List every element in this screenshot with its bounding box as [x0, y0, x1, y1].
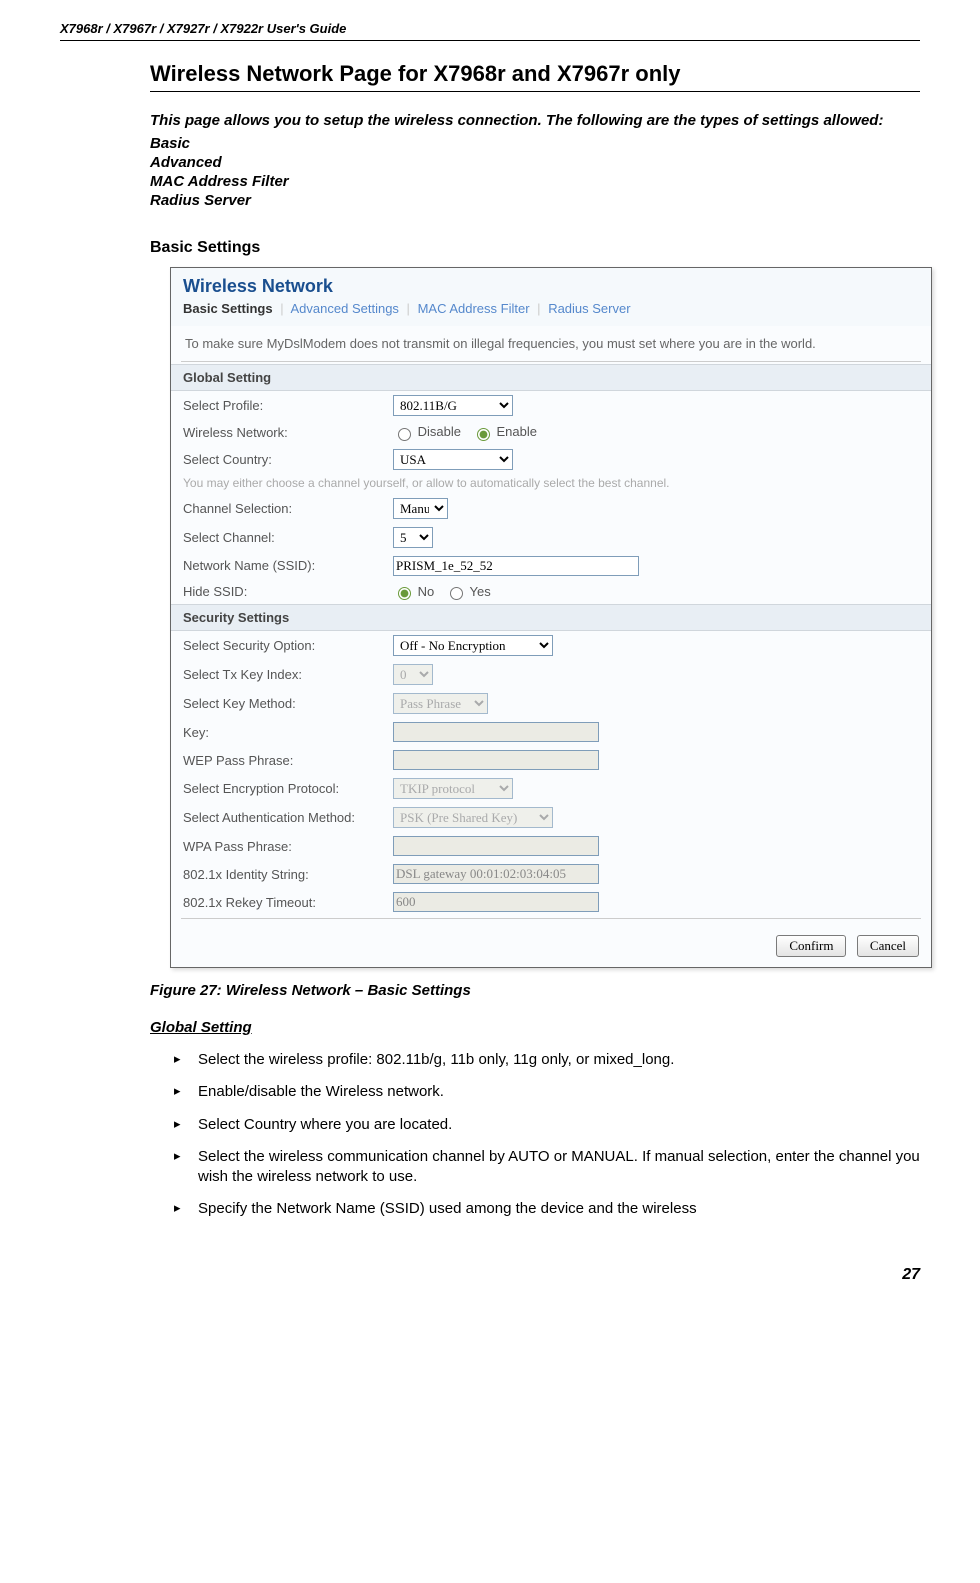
label-wpa: WPA Pass Phrase:: [183, 839, 393, 854]
bullet-list: Select the wireless profile: 802.11b/g, …: [170, 1044, 920, 1226]
row-key: Key:: [171, 718, 931, 746]
row-wireless: Wireless Network: Disable Enable: [171, 420, 931, 445]
cancel-button[interactable]: Cancel: [857, 935, 919, 957]
basic-settings-heading: Basic Settings: [150, 239, 920, 257]
setting-type-basic: Basic: [150, 135, 920, 152]
row-wep: WEP Pass Phrase:: [171, 746, 931, 774]
label-profile: Select Profile:: [183, 398, 393, 413]
label-ssid: Network Name (SSID):: [183, 558, 393, 573]
radio-hide-no[interactable]: [398, 587, 411, 600]
row-ident: 802.1x Identity String:: [171, 860, 931, 888]
row-sec-option: Select Security Option: Off - No Encrypt…: [171, 631, 931, 660]
intro-text: This page allows you to setup the wirele…: [150, 112, 920, 129]
wireless-screenshot: Wireless Network Basic Settings | Advanc…: [170, 267, 932, 968]
select-channel-sel[interactable]: Manual: [393, 498, 448, 519]
row-txkey: Select Tx Key Index: 0: [171, 660, 931, 689]
page-number: 27: [0, 1266, 920, 1284]
select-txkey: 0: [393, 664, 433, 685]
select-sec-option[interactable]: Off - No Encryption: [393, 635, 553, 656]
label-country: Select Country:: [183, 452, 393, 467]
page: X7968r / X7967r / X7927r / X7922r User's…: [0, 0, 980, 1246]
header-models: X7968r / X7967r / X7927r / X7922r: [60, 21, 263, 36]
tab-advanced[interactable]: Advanced Settings: [291, 301, 399, 316]
radio-hide-yes[interactable]: [450, 587, 463, 600]
figure-caption: Figure 27: Wireless Network – Basic Sett…: [150, 982, 920, 999]
tab-mac[interactable]: MAC Address Filter: [418, 301, 530, 316]
select-profile[interactable]: 802.11B/G: [393, 395, 513, 416]
input-key: [393, 722, 599, 742]
row-auth: Select Authentication Method: PSK (Pre S…: [171, 803, 931, 832]
channel-note: You may either choose a channel yourself…: [171, 474, 931, 494]
tab-sep: |: [403, 301, 414, 316]
tab-basic[interactable]: Basic Settings: [183, 301, 273, 316]
label-hide-ssid: Hide SSID:: [183, 584, 393, 599]
setting-type-advanced: Advanced: [150, 154, 920, 171]
ss-title: Wireless Network: [183, 276, 919, 297]
radio-no-label[interactable]: No: [393, 584, 434, 599]
row-ssid: Network Name (SSID):: [171, 552, 931, 580]
select-encproto: TKIP protocol: [393, 778, 513, 799]
label-channel: Select Channel:: [183, 530, 393, 545]
row-rekey: 802.1x Rekey Timeout:: [171, 888, 931, 916]
bullet-item: Specify the Network Name (SSID) used amo…: [170, 1193, 920, 1225]
input-ssid[interactable]: [393, 556, 639, 576]
global-setting-head: Global Setting: [171, 364, 931, 391]
select-channel[interactable]: 5: [393, 527, 433, 548]
divider: [181, 918, 921, 919]
row-keymethod: Select Key Method: Pass Phrase: [171, 689, 931, 718]
label-rekey: 802.1x Rekey Timeout:: [183, 895, 393, 910]
button-row: Confirm Cancel: [171, 921, 931, 967]
ss-header: Wireless Network Basic Settings | Advanc…: [171, 268, 931, 326]
label-key: Key:: [183, 725, 393, 740]
select-auth: PSK (Pre Shared Key): [393, 807, 553, 828]
label-keymethod: Select Key Method:: [183, 696, 393, 711]
row-wpa: WPA Pass Phrase:: [171, 832, 931, 860]
row-country: Select Country: USA: [171, 445, 931, 474]
input-wep: [393, 750, 599, 770]
divider: [181, 361, 921, 362]
section-title: Wireless Network Page for X7968r and X79…: [150, 61, 920, 92]
row-hide-ssid: Hide SSID: No Yes: [171, 580, 931, 605]
row-encproto: Select Encryption Protocol: TKIP protoco…: [171, 774, 931, 803]
label-wep: WEP Pass Phrase:: [183, 753, 393, 768]
bullet-item: Select Country where you are located.: [170, 1109, 920, 1141]
ss-description: To make sure MyDslModem does not transmi…: [171, 326, 931, 359]
label-auth: Select Authentication Method:: [183, 810, 393, 825]
select-keymethod: Pass Phrase: [393, 693, 488, 714]
tab-sep: |: [533, 301, 544, 316]
security-setting-head: Security Settings: [171, 604, 931, 631]
radio-enable[interactable]: [477, 428, 490, 441]
tab-radius[interactable]: Radius Server: [548, 301, 630, 316]
label-wireless: Wireless Network:: [183, 425, 393, 440]
radio-yes-label[interactable]: Yes: [445, 584, 491, 599]
input-wpa: [393, 836, 599, 856]
label-sec-option: Select Security Option:: [183, 638, 393, 653]
setting-type-mac: MAC Address Filter: [150, 173, 920, 190]
label-ident: 802.1x Identity String:: [183, 867, 393, 882]
doc-header: X7968r / X7967r / X7927r / X7922r User's…: [60, 20, 920, 41]
radio-enable-label[interactable]: Enable: [472, 424, 537, 439]
row-profile: Select Profile: 802.11B/G: [171, 391, 931, 420]
header-suffix: User's Guide: [263, 21, 346, 36]
input-ident: [393, 864, 599, 884]
input-rekey: [393, 892, 599, 912]
setting-type-radius: Radius Server: [150, 192, 920, 209]
row-channel: Select Channel: 5: [171, 523, 931, 552]
global-setting-subhead: Global Setting: [150, 1019, 920, 1036]
select-country[interactable]: USA: [393, 449, 513, 470]
bullet-item: Enable/disable the Wireless network.: [170, 1076, 920, 1108]
radio-disable[interactable]: [398, 428, 411, 441]
bullet-item: Select the wireless communication channe…: [170, 1141, 920, 1194]
tab-sep: |: [276, 301, 287, 316]
ss-tabs: Basic Settings | Advanced Settings | MAC…: [183, 297, 919, 322]
confirm-button[interactable]: Confirm: [776, 935, 846, 957]
label-txkey: Select Tx Key Index:: [183, 667, 393, 682]
label-encproto: Select Encryption Protocol:: [183, 781, 393, 796]
radio-disable-label[interactable]: Disable: [393, 424, 461, 439]
bullet-item: Select the wireless profile: 802.11b/g, …: [170, 1044, 920, 1076]
row-channel-sel: Channel Selection: Manual: [171, 494, 931, 523]
label-channel-sel: Channel Selection:: [183, 501, 393, 516]
